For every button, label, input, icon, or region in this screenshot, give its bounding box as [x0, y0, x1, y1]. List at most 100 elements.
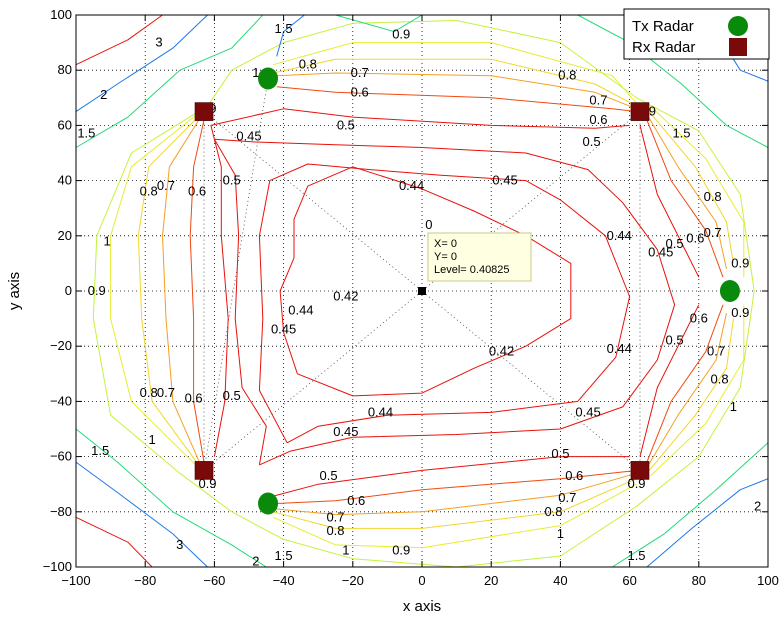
contour-0.6	[646, 304, 724, 463]
contour-label: 0.7	[157, 178, 175, 193]
rx-radar-marker	[194, 102, 214, 121]
x-tick-label: −60	[203, 573, 225, 588]
contour-0.7	[646, 312, 727, 468]
contour-label: 0.44	[288, 302, 313, 317]
contour-label: 2	[754, 498, 761, 513]
contour-label: 0.8	[326, 523, 344, 538]
datatip-level: Level= 0.40825	[434, 264, 510, 276]
datatip[interactable]: X= 0 Y= 0 Level= 0.40825	[418, 232, 532, 295]
radar-markers	[194, 67, 740, 515]
tx-radar-marker	[258, 67, 279, 90]
contour-label: 0.7	[589, 93, 607, 108]
x-tick-label: 60	[622, 573, 636, 588]
contour-label: 0.44	[399, 178, 424, 193]
contour-label: 0.6	[589, 112, 607, 127]
contour-label: 0.6	[185, 391, 203, 406]
datatip-y: Y= 0	[434, 251, 457, 263]
contour-label: 1.5	[77, 126, 95, 141]
contour-label: 0.8	[544, 504, 562, 519]
contour-label: 1.5	[627, 548, 645, 563]
contour-label: 0.7	[558, 490, 576, 505]
contour-0.9	[272, 483, 637, 549]
contour-label: 0.8	[704, 189, 722, 204]
x-tick-label: −100	[61, 573, 90, 588]
contour-0.44	[258, 163, 631, 444]
y-tick-label: 0	[65, 283, 72, 298]
contour-0.7	[162, 116, 202, 466]
legend-tx-marker	[728, 16, 748, 36]
contour-1.5	[75, 14, 264, 148]
contour-label: 1	[342, 542, 349, 557]
legend-label-tx: Tx Radar	[632, 18, 694, 35]
contour-label: 0.6	[188, 184, 206, 199]
contour-lines	[75, 14, 769, 568]
contour-label: 0.45	[492, 173, 517, 188]
contour-label: 0.9	[392, 542, 410, 557]
contour-label: 0.5	[223, 388, 241, 403]
contour-label: 0.45	[271, 322, 296, 337]
contour-0.45	[213, 138, 676, 466]
contour-label: 0.7	[707, 344, 725, 359]
y-tick-label: 60	[58, 117, 72, 132]
contour-label: 1.5	[275, 21, 293, 36]
contour-label: 0	[425, 217, 432, 232]
rx-radar-marker	[630, 461, 650, 480]
x-tick-label: −20	[342, 573, 364, 588]
axis-ticks: −100 −80 −60 −40 −20 0 20 40 60 80 100−100−80−60−4…	[43, 7, 779, 588]
contour-3	[75, 14, 163, 66]
contour-2	[75, 461, 208, 568]
contour-label: 0.9	[731, 255, 749, 270]
contour-0.7	[646, 114, 727, 270]
contour-label: 1.5	[672, 126, 690, 141]
y-tick-label: 100	[50, 7, 72, 22]
contour-0.5	[639, 125, 700, 278]
contour-2	[75, 14, 208, 113]
contour-label: 0.9	[627, 476, 645, 491]
x-tick-label: −40	[273, 573, 295, 588]
contour-0.5	[210, 108, 630, 457]
contour-label: 0.5	[583, 134, 601, 149]
contour-0.5	[639, 304, 700, 457]
contour-2	[646, 478, 769, 568]
y-tick-label: 20	[58, 228, 72, 243]
contour-label: 0.8	[299, 57, 317, 72]
y-tick-label: −40	[50, 393, 72, 408]
contour-0.8	[273, 478, 637, 529]
contour-label: 0.9	[392, 26, 410, 41]
contour-0.9	[650, 304, 745, 477]
contour-1.5	[612, 442, 769, 568]
datatip-marker[interactable]	[418, 287, 426, 295]
contour-label: 0.8	[140, 385, 158, 400]
contour-label: 0.6	[565, 468, 583, 483]
contour-label: 1	[104, 233, 111, 248]
contour-label: 0.45	[575, 404, 600, 419]
x-tick-label: −80	[134, 573, 156, 588]
contour-0.9	[273, 42, 637, 104]
contour-label: 0.5	[666, 333, 684, 348]
contour-label: 0.45	[236, 128, 261, 143]
y-tick-label: −60	[50, 449, 72, 464]
contour-3	[75, 516, 153, 568]
contour-label: 0.9	[198, 476, 216, 491]
contour-label: 3	[176, 537, 183, 552]
contour-label: 0.44	[607, 341, 632, 356]
contour-label: 0.44	[607, 228, 632, 243]
contour-1.5	[335, 14, 423, 33]
contour-0.8	[646, 318, 734, 474]
rx-radar-marker	[630, 102, 650, 121]
contour-label: 0.8	[558, 68, 576, 83]
contour-0.6	[646, 119, 724, 278]
datatip-box	[427, 232, 532, 282]
contour-0.9	[110, 108, 205, 474]
contour-0.6	[276, 469, 637, 504]
rx-radar-marker	[194, 461, 214, 480]
contour-0.6	[276, 86, 637, 113]
contour-label: 1	[730, 399, 737, 414]
y-tick-label: −20	[50, 338, 72, 353]
y-tick-label: 40	[58, 173, 72, 188]
contour-0.7	[276, 72, 637, 110]
contour-label: 0.9	[88, 283, 106, 298]
contour-label: 2	[100, 87, 107, 102]
